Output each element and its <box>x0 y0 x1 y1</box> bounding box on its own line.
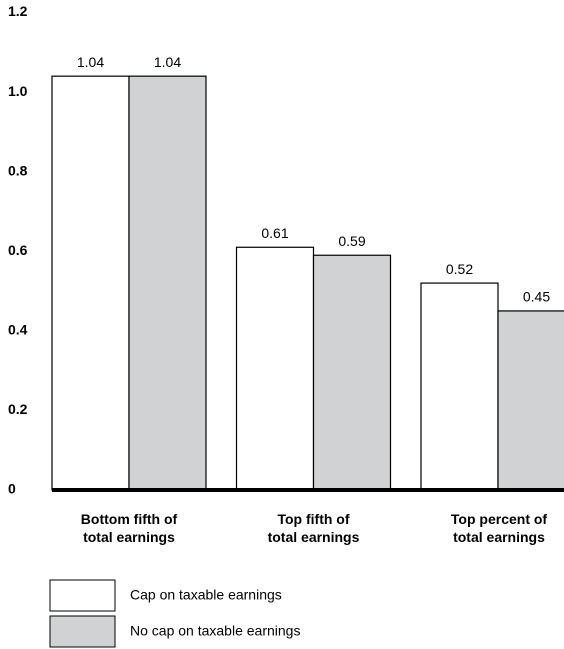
y-tick-label: 0.4 <box>8 322 28 338</box>
y-tick-label: 0.6 <box>8 242 28 258</box>
bar <box>235 246 315 491</box>
legend-label: Cap on taxable earnings <box>130 587 282 603</box>
bar <box>51 75 130 491</box>
value-label: 0.45 <box>523 289 550 305</box>
x-tick-label-line: Top percent of <box>451 511 548 527</box>
x-tick-label: Top percent of total earnings <box>451 511 548 545</box>
x-tick-label-line: Top fifth of <box>277 511 349 527</box>
value-label: 1.04 <box>77 54 104 70</box>
bar <box>497 310 564 491</box>
value-label: 0.61 <box>261 225 288 241</box>
x-tick-label-line: Bottom fifth of <box>81 511 178 527</box>
legend-swatch <box>49 615 116 648</box>
y-tick-label: 1.0 <box>8 83 28 99</box>
bar <box>312 254 392 491</box>
value-label: 1.04 <box>154 54 181 70</box>
value-label: 0.52 <box>446 261 473 277</box>
y-tick-label: 0 <box>8 481 16 497</box>
y-tick-label: 0.2 <box>8 401 28 417</box>
legend-swatch <box>49 579 116 612</box>
x-tick-label: Top fifth of total earnings <box>268 511 360 545</box>
x-tick-label-line: total earnings <box>268 529 360 545</box>
legend-label: No cap on taxable earnings <box>130 623 300 639</box>
y-tick-label: 1.2 <box>8 3 28 19</box>
x-tick-label-line: total earnings <box>83 529 175 545</box>
bar <box>128 75 207 491</box>
y-tick-label: 0.8 <box>8 162 28 178</box>
bar <box>420 282 499 491</box>
x-tick-label: Bottom fifth of total earnings <box>81 511 178 545</box>
x-tick-label-line: total earnings <box>453 529 545 545</box>
value-label: 0.59 <box>338 233 365 249</box>
